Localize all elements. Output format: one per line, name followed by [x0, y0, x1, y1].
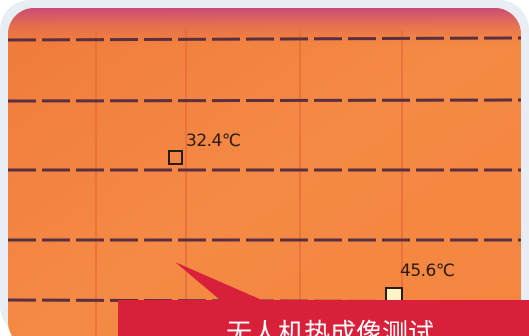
thermal-image: 32.4℃ 45.6℃ — [8, 8, 521, 336]
callout-text: 无人机热成像测试 — [226, 319, 434, 336]
temp-label: 32.4℃ — [186, 131, 240, 151]
page: {"annotations": ["32.4℃", "45.6℃"], "cal… — [0, 0, 529, 336]
thermal-screenshot: 32.4℃ 45.6℃ 无人机热成像测试 — [0, 0, 529, 336]
image-fill — [8, 8, 521, 336]
temp-label: 45.6℃ — [400, 261, 454, 281]
top-band — [8, 8, 521, 48]
marker — [386, 288, 402, 301]
